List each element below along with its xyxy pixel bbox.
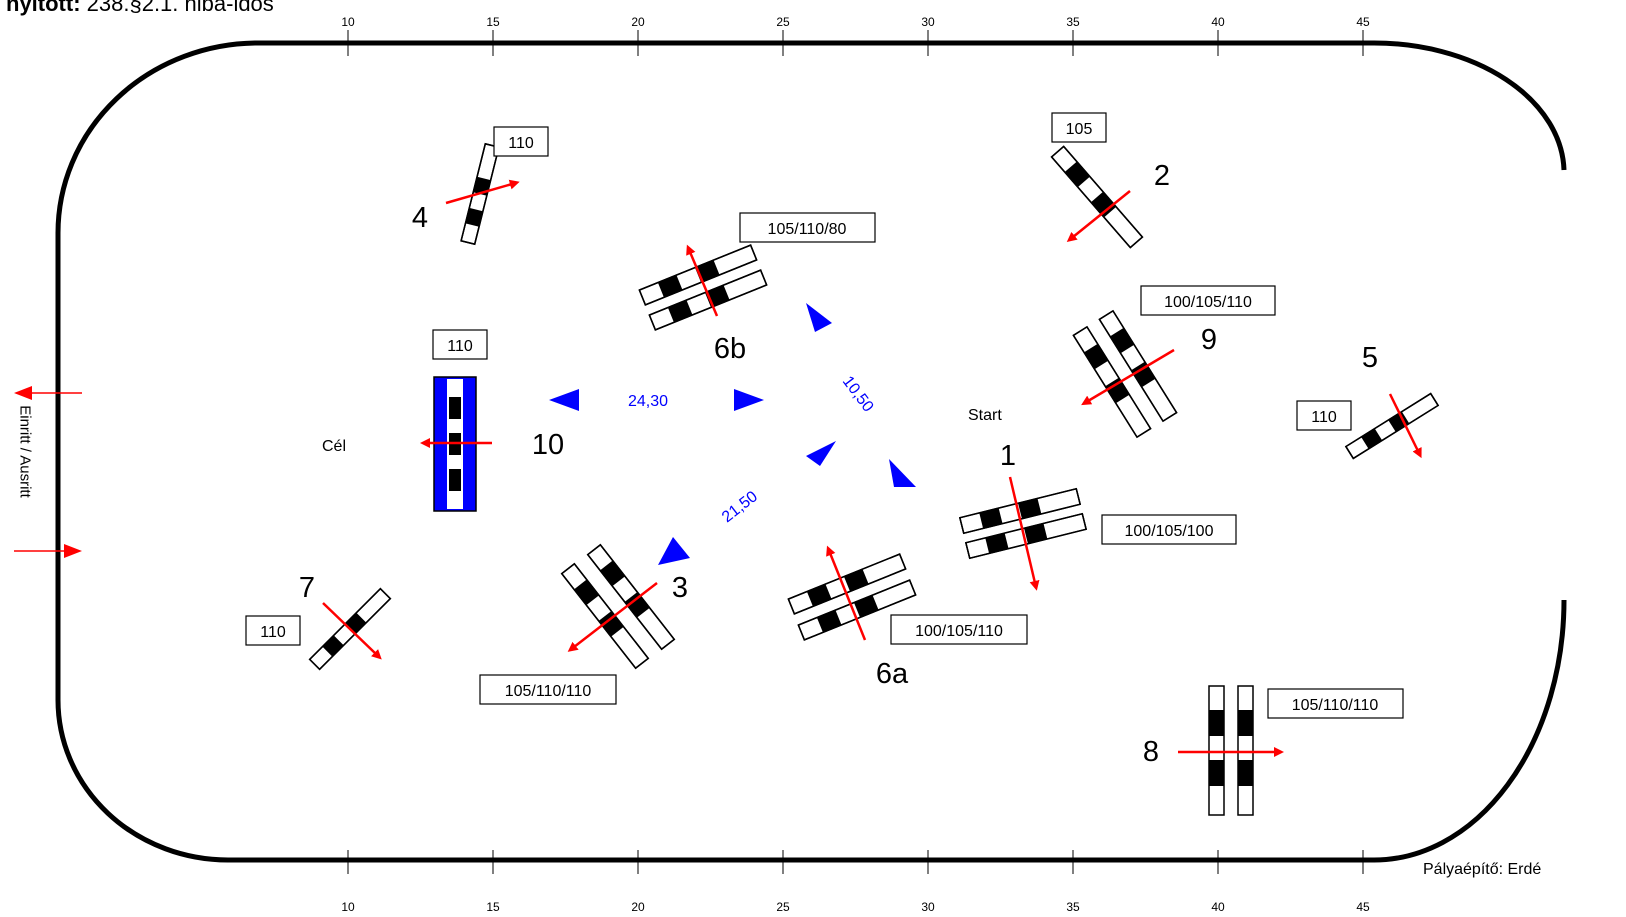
arena-ruler: 10 10 15 15 20 20 25 25 30 30 35 35 40 40 45 45 — [341, 15, 1370, 914]
course-rule: 238.§2.1. hiba-idős — [86, 0, 274, 16]
distance-21-50: 21,50 — [719, 488, 761, 526]
obstacle-8-heights: 105/110/110 — [1292, 697, 1379, 714]
ruler-label: 35 — [1066, 900, 1080, 914]
obstacle-2-heights: 105 — [1066, 121, 1093, 138]
obstacle-10 — [420, 376, 492, 512]
obstacle-4-heights: 110 — [508, 135, 534, 152]
obstacle-3-number: 3 — [672, 572, 688, 604]
ruler-label: 25 — [776, 900, 790, 914]
obstacle-4-number: 4 — [412, 202, 428, 234]
ruler-label: 40 — [1211, 15, 1225, 29]
obstacle-6a-number: 6a — [876, 658, 909, 690]
ruler-label: 15 — [486, 900, 500, 914]
height-boxes — [245, 112, 1404, 719]
ruler-label: 30 — [921, 15, 935, 29]
ruler-label: 40 — [1211, 900, 1225, 914]
ruler-label: 45 — [1356, 15, 1370, 29]
obstacle-8 — [1178, 685, 1284, 816]
ruler-label: 20 — [631, 15, 645, 29]
obstacle-1 — [959, 476, 1087, 591]
obstacle-6b — [638, 244, 768, 331]
obstacle-2-number: 2 — [1154, 160, 1170, 192]
ruler-label: 30 — [921, 900, 935, 914]
obstacle-10-heights: 110 — [447, 338, 473, 355]
obstacle-3 — [561, 544, 675, 669]
ruler-label: 15 — [486, 15, 500, 29]
ruler-label: 20 — [631, 900, 645, 914]
obstacle-5-number: 5 — [1362, 342, 1378, 374]
obstacle-6b-heights: 105/110/80 — [768, 221, 847, 238]
obstacle-3-heights: 105/110/110 — [505, 683, 592, 700]
obstacle-1-heights: 100/105/100 — [1125, 523, 1214, 540]
obstacle-9 — [1072, 310, 1178, 438]
obstacle-6a — [787, 545, 917, 641]
finish-label: Cél — [322, 438, 346, 455]
height-labels: 110 105 105/110/80 100/105/110 110 110 1… — [260, 121, 1378, 714]
arena-outline — [55, 40, 1567, 863]
entry-exit-label: Einritt / Ausritt — [16, 405, 34, 498]
obstacle-7 — [308, 587, 392, 671]
obstacle-9-number: 9 — [1201, 324, 1217, 356]
obstacle-10-number: 10 — [532, 429, 564, 461]
obstacle-8-number: 8 — [1143, 736, 1159, 768]
obstacle-7-heights: 110 — [260, 624, 286, 641]
ruler-label: 45 — [1356, 900, 1370, 914]
obstacle-numbers: 4 2 6b 9 5 10 1 7 3 6a 8 — [299, 160, 1378, 768]
start-label: Start — [968, 407, 1002, 424]
distance-24-30: 24,30 — [628, 393, 668, 410]
course-designer: Pályaépítő: Erdé — [1423, 861, 1542, 878]
obstacle-1-number: 1 — [1000, 440, 1016, 472]
distance-markers — [549, 303, 916, 565]
course-type: nyitott: — [6, 0, 81, 16]
ruler-label: 25 — [776, 15, 790, 29]
course-title: nyitott: 238.§2.1. hiba-idős — [6, 0, 274, 17]
obstacle-6b-number: 6b — [714, 333, 746, 365]
entry-exit-arrows — [14, 386, 82, 558]
obstacle-7-number: 7 — [299, 572, 315, 604]
obstacle-9-heights: 100/105/110 — [1164, 294, 1252, 311]
ruler-label: 35 — [1066, 15, 1080, 29]
ruler-label: 10 — [341, 15, 355, 29]
ruler-label: 10 — [341, 900, 355, 914]
obstacle-4 — [445, 143, 520, 245]
distance-10-50: 10,50 — [839, 373, 877, 415]
obstacle-5 — [1345, 392, 1439, 460]
obstacle-5-heights: 110 — [1311, 409, 1337, 426]
obstacle-2 — [1050, 145, 1144, 249]
obstacle-6a-heights: 100/105/110 — [915, 623, 1003, 640]
